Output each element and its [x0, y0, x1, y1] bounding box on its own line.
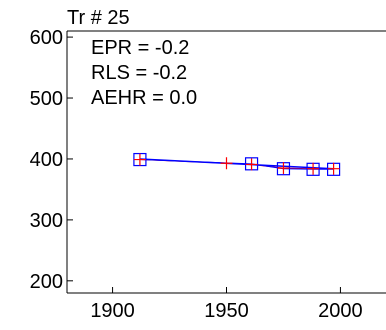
annotation-epr: EPR = -0.2 — [91, 37, 189, 59]
x-tick-label: 1900 — [90, 300, 135, 322]
annotation-aehr: AEHR = 0.0 — [91, 87, 197, 109]
data-point-plus — [245, 158, 258, 171]
ticks — [67, 36, 341, 293]
data-point-plus — [277, 162, 290, 175]
x-tick-label: 2000 — [318, 300, 363, 322]
y-tick-label: 600 — [30, 27, 63, 49]
y-tick-label: 200 — [30, 271, 63, 293]
annotation-rls: RLS = -0.2 — [91, 62, 187, 84]
chart-title: Tr # 25 — [67, 7, 130, 29]
plot-marks — [133, 152, 341, 176]
y-tick-label: 500 — [30, 88, 63, 110]
annotations: EPR = -0.2 RLS = -0.2 AEHR = 0.0 — [91, 37, 197, 109]
y-tick-label: 400 — [30, 149, 63, 171]
x-tick-label: 1950 — [204, 300, 249, 322]
tick-labels: 1900 1950 2000 200 300 400 500 600 — [30, 27, 363, 322]
data-point-plus — [327, 162, 340, 175]
y-tick-label: 300 — [30, 210, 63, 232]
data-point-plus — [307, 162, 320, 175]
data-point-plus — [220, 157, 233, 170]
fit-line — [139, 158, 334, 170]
data-point-plus — [133, 153, 146, 166]
